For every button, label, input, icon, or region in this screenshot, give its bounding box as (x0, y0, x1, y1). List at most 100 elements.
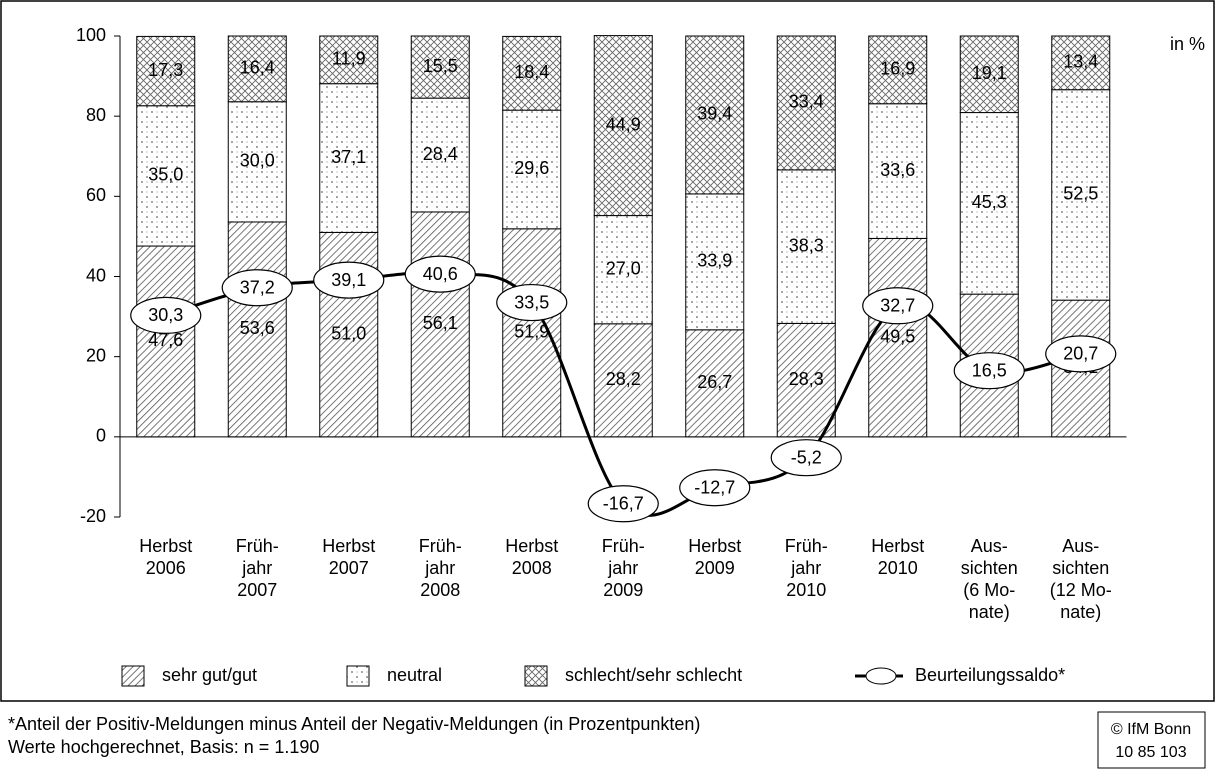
bar-value-label: 28,2 (606, 369, 641, 389)
bar-segment (227, 101, 287, 223)
bar-segment (593, 35, 653, 217)
line-marker (130, 296, 202, 334)
line-value-label: -12,7 (694, 477, 735, 497)
bar-segment (502, 109, 562, 230)
bar-segment (410, 211, 470, 438)
bar-value-label: 16,4 (240, 58, 275, 78)
source-box (1097, 711, 1206, 769)
bar-value-label: 13,4 (1063, 52, 1098, 72)
bar-segment (593, 215, 653, 325)
line-value-label: 30,3 (148, 305, 183, 325)
legend-label: sehr gut/gut (162, 665, 257, 685)
x-tick-label: Früh-jahr 2009 (602, 536, 645, 600)
line-marker (953, 352, 1025, 390)
line-marker (404, 255, 476, 293)
bar-segment (502, 35, 562, 111)
line-value-label: 33,5 (514, 292, 549, 312)
bar-segment (1051, 89, 1111, 301)
bar-segment (776, 322, 836, 438)
legend-label: Beurteilungssaldo* (915, 665, 1065, 685)
bar-segment (776, 35, 836, 171)
x-tick-label: Aus-sichten (12 Mo-nate) (1050, 536, 1112, 622)
source: © IfM Bonn (1111, 721, 1191, 738)
bar-value-label: 35,0 (148, 165, 183, 185)
bar-segment (502, 228, 562, 438)
bar-segment (227, 35, 287, 103)
legend-label: neutral (387, 665, 442, 685)
bar-value-label: 19,1 (972, 63, 1007, 83)
y-tick-label: 20 (86, 345, 106, 365)
bar-value-label: 51,0 (331, 323, 366, 343)
bar-value-label: 33,6 (880, 160, 915, 180)
x-tick-label: Früh-jahr 2008 (419, 536, 462, 600)
bar-segment (959, 35, 1019, 114)
bar-value-label: 44,9 (606, 114, 641, 134)
y-tick-label: -20 (80, 506, 106, 526)
line-value-label: 20,7 (1063, 344, 1098, 364)
line-value-label: 37,2 (240, 277, 275, 297)
bar-value-label: 26,7 (697, 372, 732, 392)
bar-value-label: 11,9 (332, 49, 366, 69)
line-marker (862, 287, 934, 325)
line-marker (679, 469, 751, 507)
line-marker (221, 269, 293, 307)
axis-label: in % (1170, 34, 1205, 54)
y-tick-label: 60 (86, 185, 106, 205)
bar-value-label: 52,5 (1063, 184, 1098, 204)
bar-segment (593, 323, 653, 438)
bar-value-label: 47,6 (148, 330, 183, 350)
x-tick-label: Herbst 2006 (139, 536, 192, 578)
bar-value-label: 28,4 (423, 144, 458, 164)
y-tick-label: 80 (86, 105, 106, 125)
line-value-label: -16,7 (603, 494, 644, 514)
line-marker (496, 283, 568, 322)
legend-swatch (121, 665, 145, 687)
bar-segment (959, 112, 1019, 295)
bar-value-label: 37,1 (331, 147, 366, 167)
bar-value-label: 33,9 (697, 251, 732, 271)
bar-value-label: 29,6 (514, 158, 549, 178)
frame (0, 0, 1215, 702)
bar-segment (868, 103, 928, 239)
bar-value-label: 18,4 (514, 62, 549, 82)
line-value-label: 16,5 (972, 360, 1007, 380)
bar-segment (685, 193, 745, 331)
x-tick-label: Herbst 2008 (505, 536, 558, 578)
bar-segment (227, 221, 287, 438)
source: 10 85 103 (1115, 744, 1186, 761)
legend-label: schlecht/sehr schlecht (565, 665, 742, 685)
bar-value-label: 27,0 (606, 258, 641, 278)
bar-segment (136, 245, 196, 438)
x-tick-label: Herbst 2009 (688, 536, 741, 578)
line-value-label: -5,2 (791, 447, 822, 467)
bar-segment (136, 35, 196, 107)
y-tick-label: 100 (76, 25, 106, 45)
bar-value-label: 30,0 (240, 151, 275, 171)
line-value-label: 39,1 (331, 270, 366, 290)
bar-value-label: 17,3 (148, 60, 183, 80)
bar-segment (868, 237, 928, 438)
x-tick-label: Herbst 2010 (871, 536, 924, 578)
bar-value-label: 51,9 (514, 322, 549, 342)
y-tick-label: 0 (96, 426, 106, 446)
bar-value-label: 33,4 (789, 92, 824, 112)
x-tick-label: Früh-jahr 2007 (236, 536, 279, 600)
bar-segment (685, 35, 745, 195)
bar-value-label: 39,4 (697, 104, 732, 124)
legend-swatch (524, 665, 548, 687)
bar-value-label: 49,5 (880, 326, 915, 346)
footnote: Werte hochgerechnet, Basis: n = 1.190 (8, 737, 319, 757)
bar-value-label: 15,5 (423, 56, 458, 76)
line-value-label: 40,6 (423, 264, 458, 284)
bar-segment (410, 97, 470, 213)
bar-value-label: 28,3 (789, 369, 824, 389)
line-marker (1045, 335, 1117, 373)
line-marker (313, 261, 385, 299)
bar-value-label: 38,3 (789, 235, 824, 255)
bar-segment (410, 35, 470, 99)
x-tick-label: Aus-sichten (6 Mo-nate) (961, 536, 1018, 622)
x-tick-label: Früh-jahr 2010 (785, 536, 828, 600)
bar-value-label: 56,1 (423, 313, 458, 333)
x-tick-label: Herbst 2007 (322, 536, 375, 578)
